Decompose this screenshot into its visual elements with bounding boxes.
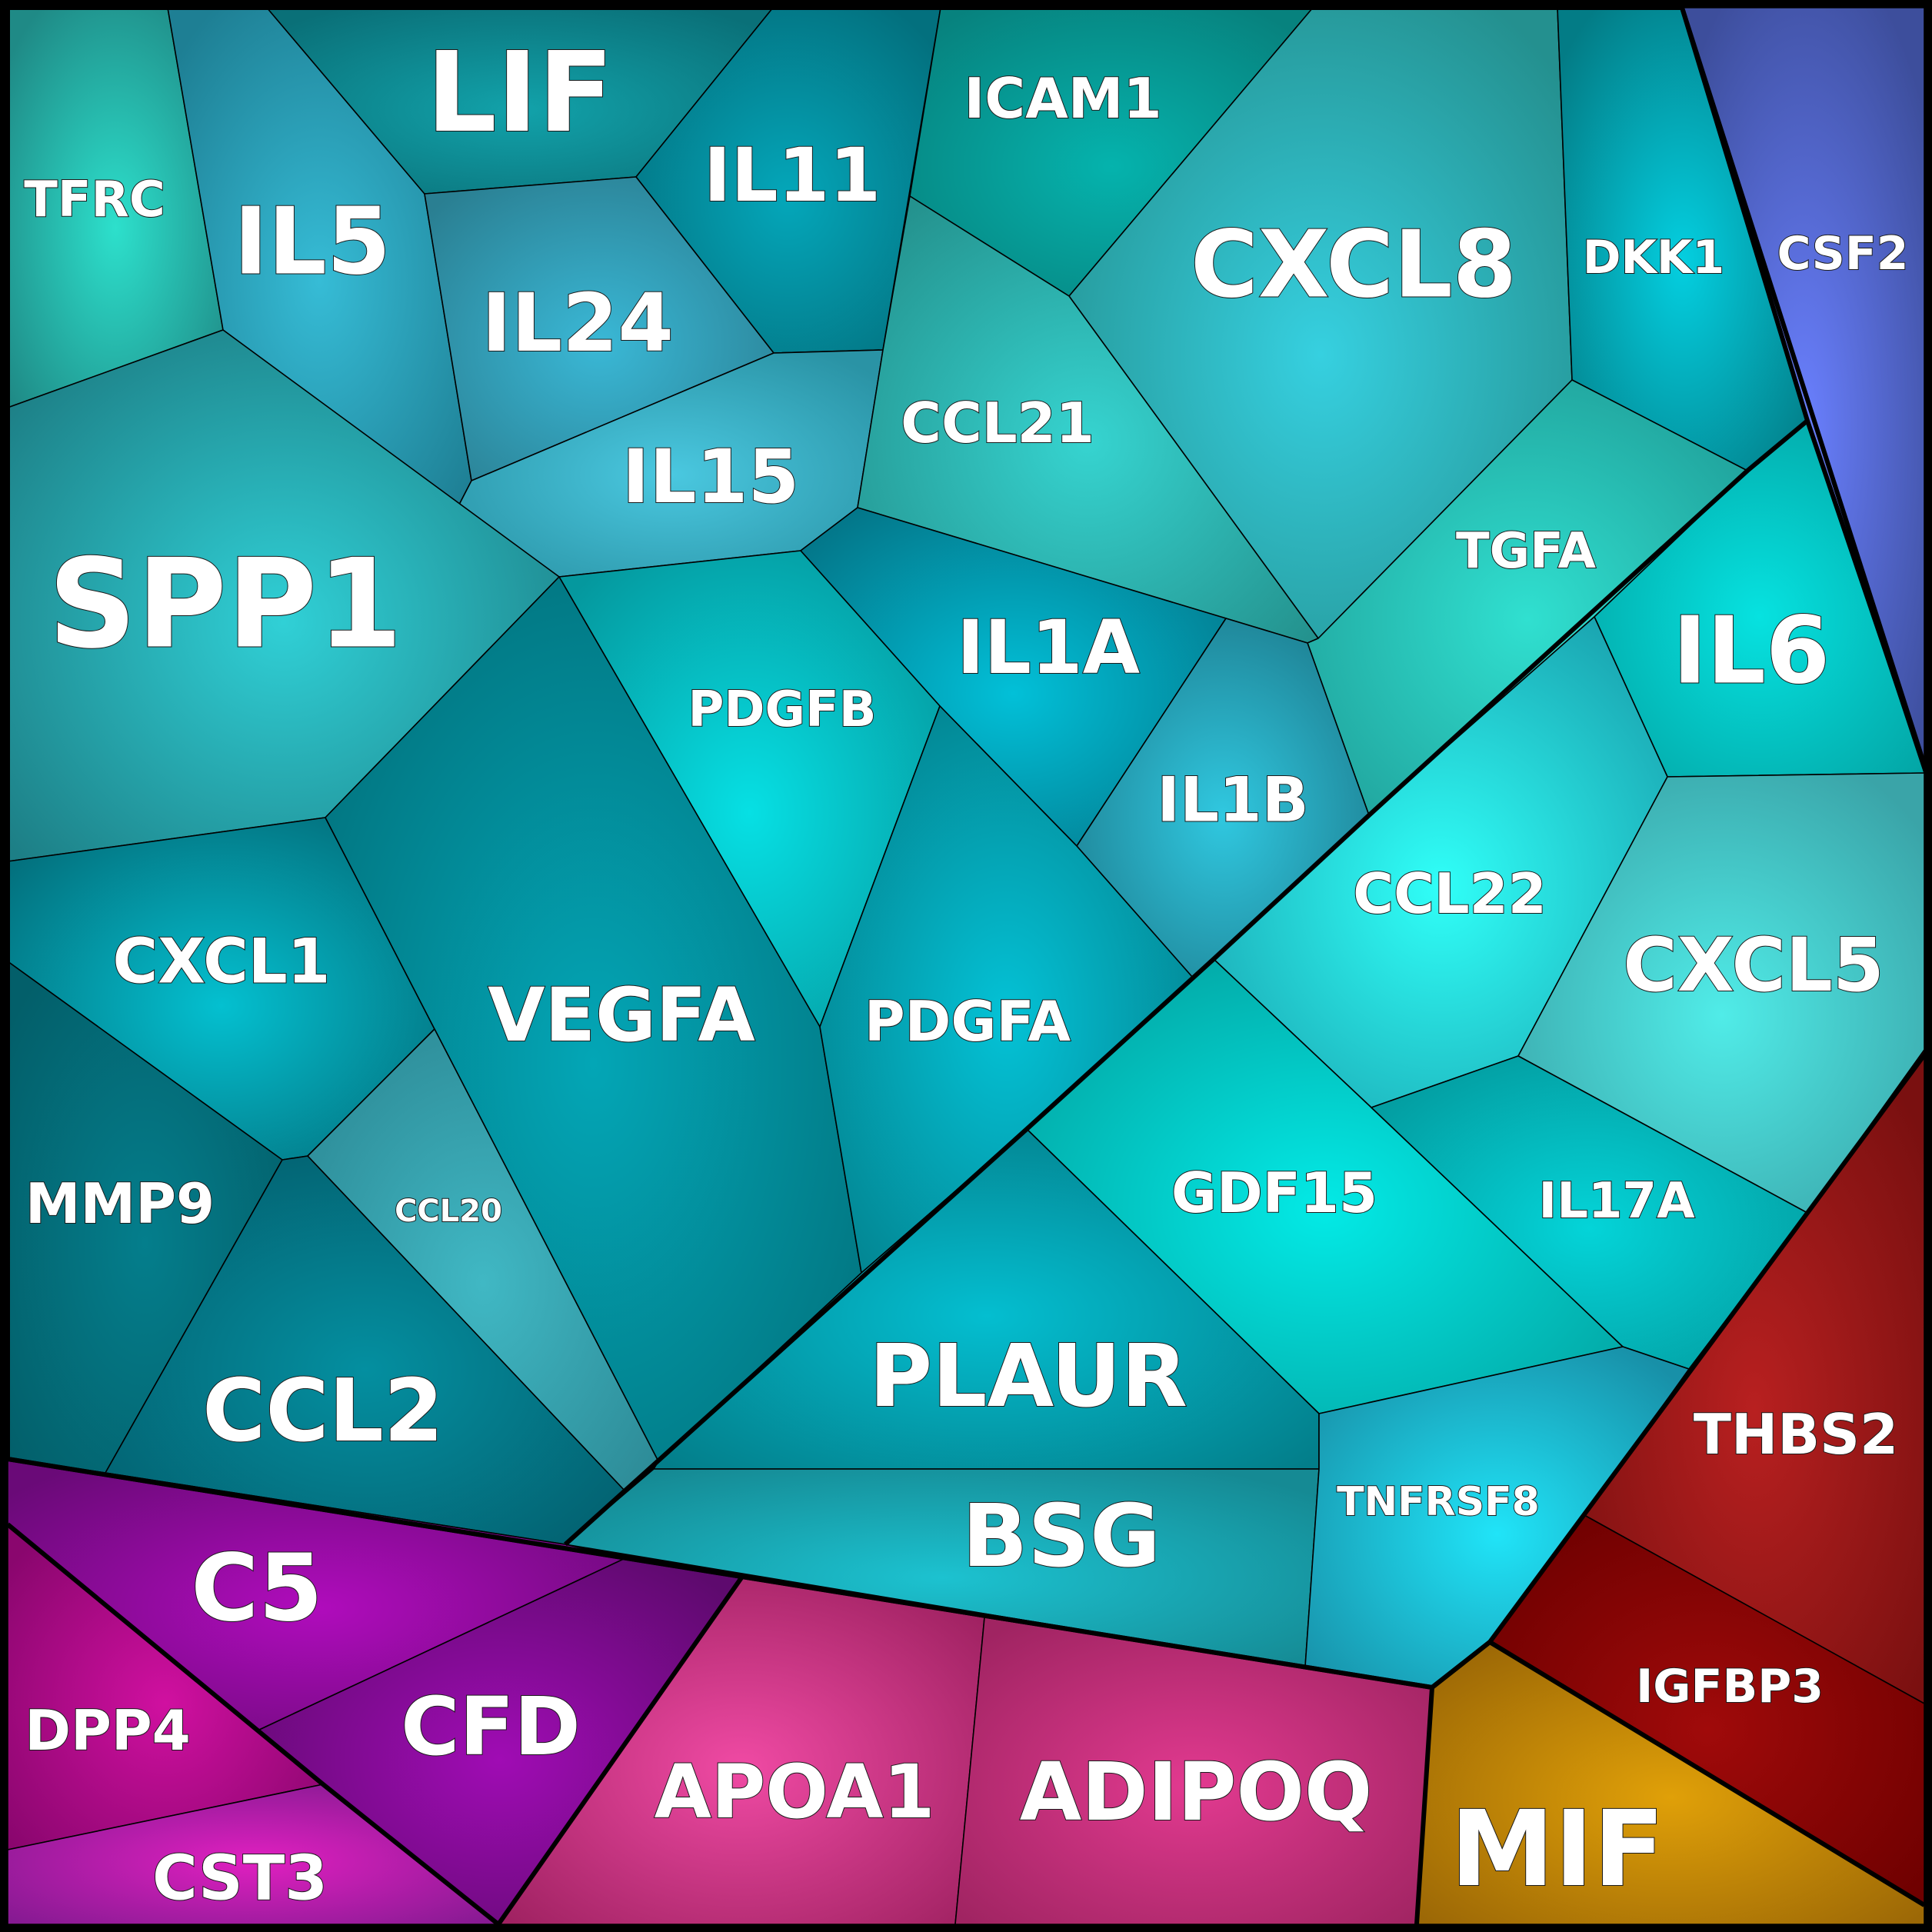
cell-label-il1a: IL1A [957, 605, 1140, 691]
cell-label-cfd: CFD [401, 1680, 581, 1774]
cell-label-icam1: ICAM1 [964, 66, 1161, 131]
cell-label-ccl21: CCL21 [901, 391, 1094, 455]
cell-label-cst3: CST3 [152, 1843, 328, 1914]
cell-label-c5: C5 [191, 1536, 323, 1643]
cell-label-tgfa: TGFA [1456, 523, 1597, 580]
cell-label-igfbp3: IGFBP3 [1636, 1660, 1824, 1714]
cell-label-il24: IL24 [481, 276, 674, 370]
cell-label-tfrc: TFRC [24, 172, 165, 228]
cell-label-csf2: CSF2 [1777, 227, 1908, 281]
cell-label-cxcl5: CXCL5 [1623, 922, 1884, 1008]
cell-label-cxcl1: CXCL1 [113, 926, 331, 998]
cell-label-dkk1: DKK1 [1583, 231, 1725, 285]
cell-label-tnfrsf8: TNFRSF8 [1337, 1479, 1540, 1525]
cell-label-adipoq: ADIPOQ [1020, 1745, 1373, 1839]
cell-label-spp1: SPP1 [48, 532, 402, 676]
cell-label-plaur: PLAUR [869, 1327, 1188, 1427]
cell-label-pdgfa: PDGFA [864, 989, 1071, 1054]
cell-label-il1b: IL1B [1157, 764, 1308, 836]
cell-label-mif: MIF [1451, 1789, 1665, 1910]
cell-label-mmp9: MMP9 [25, 1171, 215, 1236]
cell-label-dpp4: DPP4 [25, 1698, 190, 1763]
group-boundary-purple [6, 1457, 744, 1927]
cell-label-ccl22: CCL22 [1353, 861, 1547, 926]
cell-label-apoa1: APOA1 [655, 1749, 935, 1835]
cell-label-il17a: IL17A [1538, 1173, 1695, 1230]
cell-label-cxcl8: CXCL8 [1191, 212, 1517, 319]
cell-label-pdgfb: PDGFB [688, 681, 876, 738]
cell-label-il6: IL6 [1673, 598, 1830, 705]
group-boundary-mif [1431, 1640, 1926, 1907]
cell-label-bsg: BSG [962, 1487, 1161, 1587]
cell-label-il11: IL11 [704, 132, 881, 218]
cell-label-thbs2: THBS2 [1694, 1402, 1898, 1467]
group-boundary-ccl22-split [563, 418, 1809, 1547]
cell-label-lif: LIF [426, 28, 614, 157]
cell-label-il5: IL5 [234, 189, 391, 296]
cell-label-gdf15: GDF15 [1171, 1161, 1377, 1225]
cell-label-il15: IL15 [622, 434, 799, 520]
cell-label-ccl2: CCL2 [202, 1361, 444, 1461]
cell-label-ccl20: CCL20 [395, 1194, 502, 1229]
cell-label-vegfa: VEGFA [488, 972, 755, 1058]
